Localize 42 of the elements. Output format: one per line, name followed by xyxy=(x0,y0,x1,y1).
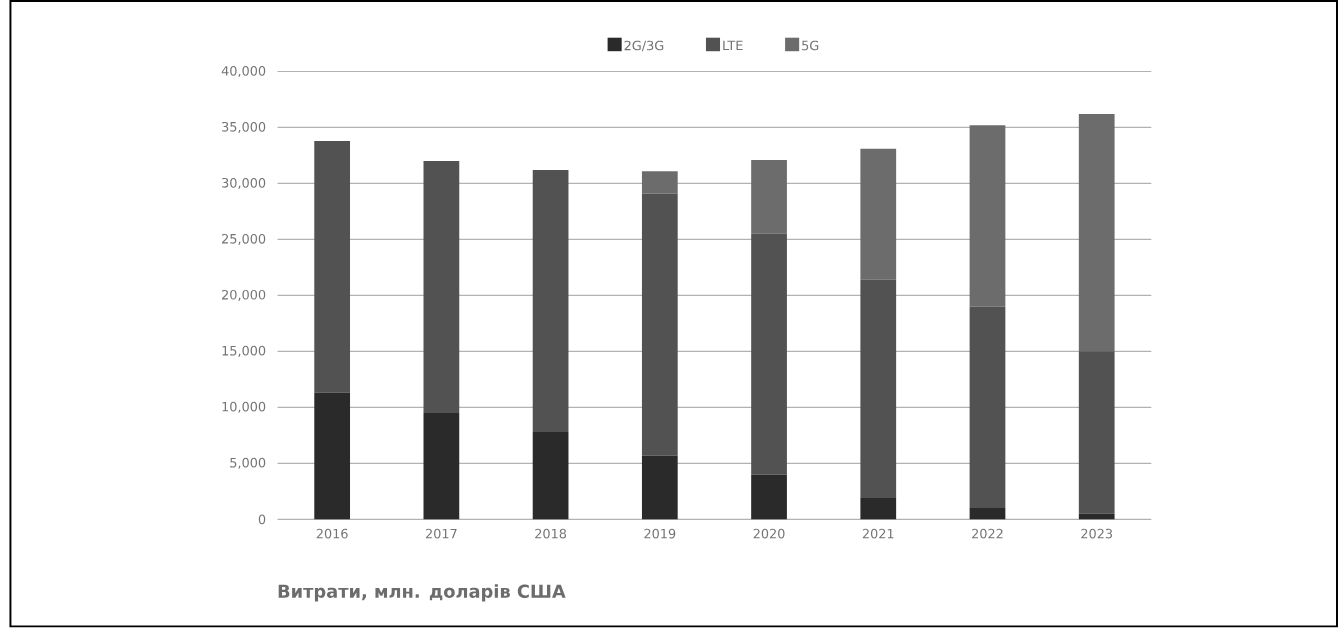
x-tick-label: 2021 xyxy=(862,528,894,539)
y-tick-label: 40,000 xyxy=(221,66,266,78)
y-tick-label: 5,000 xyxy=(230,458,266,470)
x-tick-label: 2019 xyxy=(644,528,676,539)
bar xyxy=(751,234,787,475)
y-tick-label: 35,000 xyxy=(222,122,266,134)
x-tick-label: 2023 xyxy=(1081,528,1113,539)
y-tick-label: 15,000 xyxy=(222,346,266,358)
bar xyxy=(314,393,351,520)
x-tick-label: 2018 xyxy=(535,528,567,539)
bar xyxy=(751,160,787,235)
bar xyxy=(641,455,678,520)
x-tick-label: 2016 xyxy=(316,528,348,539)
bar xyxy=(641,171,678,194)
bar xyxy=(969,306,1006,509)
x-tick-label: 2020 xyxy=(753,528,785,539)
bar xyxy=(1078,513,1115,520)
bar xyxy=(641,193,678,456)
bar xyxy=(860,498,897,520)
y-tick-label: 20,000 xyxy=(222,290,266,302)
x-tick-label: 2022 xyxy=(972,528,1003,539)
bar xyxy=(1078,351,1115,514)
y-tick-label: 0 xyxy=(258,514,266,525)
bar xyxy=(969,125,1006,307)
bar xyxy=(751,474,787,520)
bar xyxy=(1078,114,1115,352)
bar xyxy=(969,508,1006,520)
bar xyxy=(860,148,897,280)
y-tick-label: 25,000 xyxy=(222,234,266,246)
y-tick-label: 10,000 xyxy=(222,402,266,414)
bar xyxy=(423,161,460,414)
x-tick-label: 2017 xyxy=(425,528,457,539)
y-tick-label: 30,000 xyxy=(222,178,266,190)
bar xyxy=(532,170,569,433)
bar xyxy=(860,279,897,499)
bar xyxy=(423,413,460,520)
legend-label: 2G/3G xyxy=(624,40,664,52)
bar xyxy=(314,141,351,394)
bar xyxy=(532,432,569,520)
legend-label: 5G xyxy=(802,40,819,51)
text: Витрати, млн. доларів США xyxy=(278,584,566,602)
legend-label: LTE xyxy=(723,40,743,51)
